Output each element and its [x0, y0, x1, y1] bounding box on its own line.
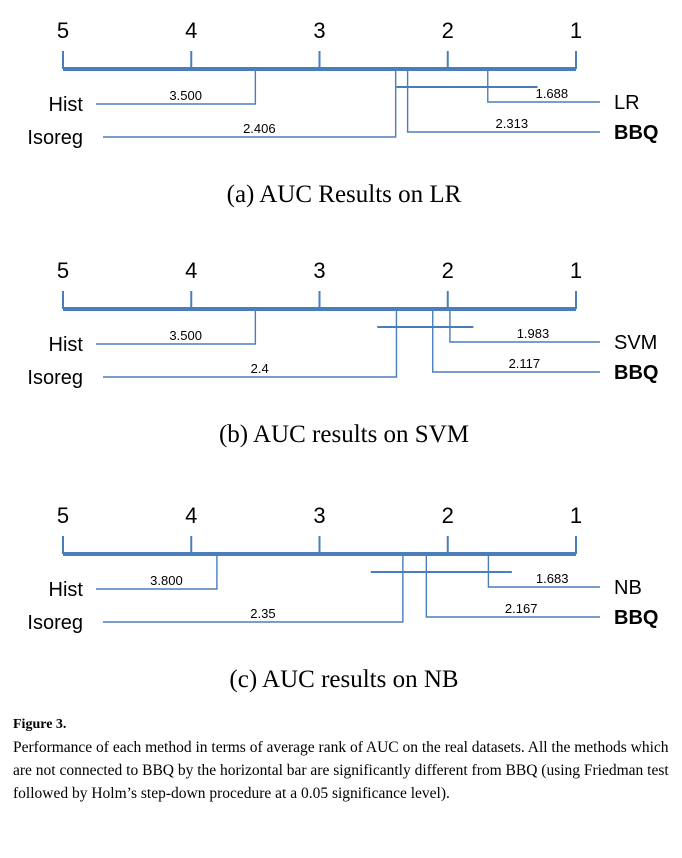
panel-1-caption: (a) AUC Results on LR: [227, 181, 462, 208]
panel-1-connector-hist: [96, 69, 257, 105]
panel-1-tick-label-5: 5: [57, 18, 69, 43]
panel-1-method-label-isoreg: Isoreg: [27, 127, 83, 149]
panel-1-connector-lr: [487, 69, 600, 103]
panel-2-rank-value-hist: 3.500: [169, 328, 202, 343]
panel-3-method-label-nb: NB: [614, 577, 642, 599]
panel-1-tick-label-1: 1: [570, 18, 582, 43]
panel-1-method-label-hist: Hist: [49, 94, 84, 116]
panel-3-rank-value-isoreg: 2.35: [250, 606, 275, 621]
panel-3-rank-value-nb: 1.683: [536, 571, 569, 586]
panel-1-tick-label-3: 3: [313, 18, 325, 43]
panel-3-tick-label-5: 5: [57, 503, 69, 528]
panel-3-connector-nb: [487, 554, 600, 588]
panel-2-method-label-bbq: BBQ: [614, 362, 658, 384]
panel-3-connector-hist: [96, 554, 218, 590]
panel-2-method-label-hist: Hist: [49, 334, 84, 356]
panel-2-method-label-svm: SVM: [614, 332, 657, 354]
panel-1-rank-value-isoreg: 2.406: [243, 121, 276, 136]
panel-2-connector-bbq: [432, 309, 600, 373]
figure-caption: Figure 3. Performance of each method in …: [13, 716, 673, 805]
panel-2-tick-label-2: 2: [442, 258, 454, 283]
panel-3-rank-value-bbq: 2.167: [505, 601, 538, 616]
panel-2-tick-label-4: 4: [185, 258, 197, 283]
panel-3-tick-label-1: 1: [570, 503, 582, 528]
panel-1-tick-label-4: 4: [185, 18, 197, 43]
panel-1-tick-label-2: 2: [442, 18, 454, 43]
figure-description: Performance of each method in terms of a…: [13, 739, 669, 802]
panel-1-connector-isoreg: [103, 69, 397, 138]
panel-3-connector-isoreg: [103, 554, 404, 623]
panel-3-caption: (c) AUC results on NB: [229, 666, 458, 693]
panel-3-rank-value-hist: 3.800: [150, 573, 183, 588]
cd-diagrams-figure: 5 4 3 2 1 Hist 3.500 Isoreg 2.406 LR 1.688 BBQ 2.313…: [27, 18, 658, 693]
panel-3-tick-label-4: 4: [185, 503, 197, 528]
panel-2-tick-label-3: 3: [313, 258, 325, 283]
panel-1-rank-value-bbq: 2.313: [496, 116, 529, 131]
panel-1-connector-bbq: [406, 69, 600, 133]
panel-2-caption: (b) AUC results on SVM: [219, 421, 469, 448]
panel-2-rank-value-isoreg: 2.4: [251, 361, 269, 376]
panel-3-connector-bbq: [425, 554, 600, 618]
panel-2-method-label-isoreg: Isoreg: [27, 367, 83, 389]
panel-3-method-label-hist: Hist: [49, 579, 84, 601]
panel-1-method-label-lr: LR: [614, 92, 640, 114]
panel-3-method-label-bbq: BBQ: [614, 607, 658, 629]
figure-label: Figure 3.: [13, 717, 67, 732]
panel-3-tick-label-2: 2: [442, 503, 454, 528]
panel-2-tick-label-1: 1: [570, 258, 582, 283]
panel-2-rank-value-bbq: 2.117: [509, 356, 541, 371]
panel-1-method-label-bbq: BBQ: [614, 122, 658, 144]
panel-3-method-label-isoreg: Isoreg: [27, 612, 83, 634]
panel-2-rank-value-svm: 1.983: [517, 326, 550, 341]
panel-2-connector-isoreg: [103, 309, 398, 378]
panel-1-rank-value-hist: 3.500: [169, 88, 202, 103]
panel-2-connector-hist: [96, 309, 257, 345]
panel-2-tick-label-5: 5: [57, 258, 69, 283]
panel-2-connector-svm: [449, 309, 600, 343]
panel-1-rank-value-lr: 1.688: [536, 86, 569, 101]
panel-3-tick-label-3: 3: [313, 503, 325, 528]
